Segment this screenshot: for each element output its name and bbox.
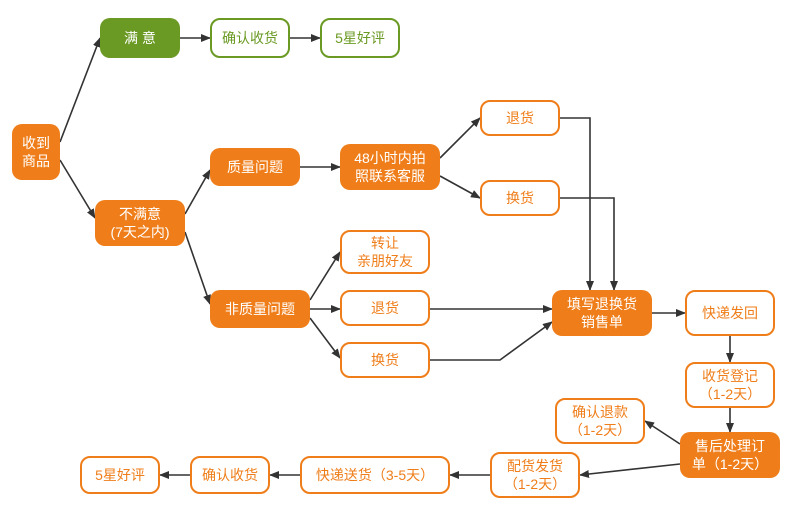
node-received: 收到商品	[12, 124, 60, 180]
edge-unsatisfied-to-non-quality	[185, 232, 210, 304]
node-confirm-refund: 确认退款（1-2天）	[555, 398, 645, 444]
node-express-back: 快递发回	[685, 290, 775, 336]
edge-aftersale-to-dispatch	[580, 464, 680, 475]
node-satisfied: 满 意	[100, 18, 180, 58]
node-aftersale: 售后处理订单（1-2天）	[680, 432, 780, 478]
node-exchange1: 换货	[480, 180, 560, 216]
node-five-star1: 5星好评	[320, 18, 400, 58]
edge-non-quality-to-transfer	[310, 252, 340, 300]
edge-received-to-satisfied	[60, 38, 100, 142]
edge-exchange2-to-fill-form	[430, 322, 552, 360]
node-receipt-reg: 收货登记（1-2天）	[685, 362, 775, 408]
node-exchange2: 换货	[340, 342, 430, 378]
edge-received-to-unsatisfied	[60, 160, 95, 218]
node-return1: 退货	[480, 100, 560, 136]
node-fill-form: 填写退换货销售单	[552, 290, 652, 336]
edge-non-quality-to-exchange2	[310, 318, 340, 358]
node-quality: 质量问题	[210, 148, 300, 186]
edge-return1-to-fill-form	[560, 118, 590, 290]
node-non-quality: 非质量问题	[210, 290, 310, 328]
node-confirm-receipt1: 确认收货	[210, 18, 290, 58]
node-dispatch: 配货发货（1-2天）	[490, 452, 580, 498]
edge-unsatisfied-to-quality	[185, 170, 210, 214]
node-transfer: 转让亲朋好友	[340, 230, 430, 274]
node-unsatisfied: 不满意(7天之内)	[95, 200, 185, 246]
node-confirm-receipt2: 确认收货	[190, 456, 270, 494]
node-five-star2: 5星好评	[80, 456, 160, 494]
edge-exchange1-to-fill-form	[560, 198, 614, 290]
node-express-deliver: 快递送货（3-5天）	[300, 456, 450, 494]
node-photo48h: 48小时内拍照联系客服	[340, 144, 440, 190]
edge-photo48h-to-exchange1	[440, 176, 480, 198]
edge-photo48h-to-return1	[440, 118, 480, 158]
edge-aftersale-to-confirm-refund	[645, 421, 680, 444]
node-return2: 退货	[340, 290, 430, 326]
